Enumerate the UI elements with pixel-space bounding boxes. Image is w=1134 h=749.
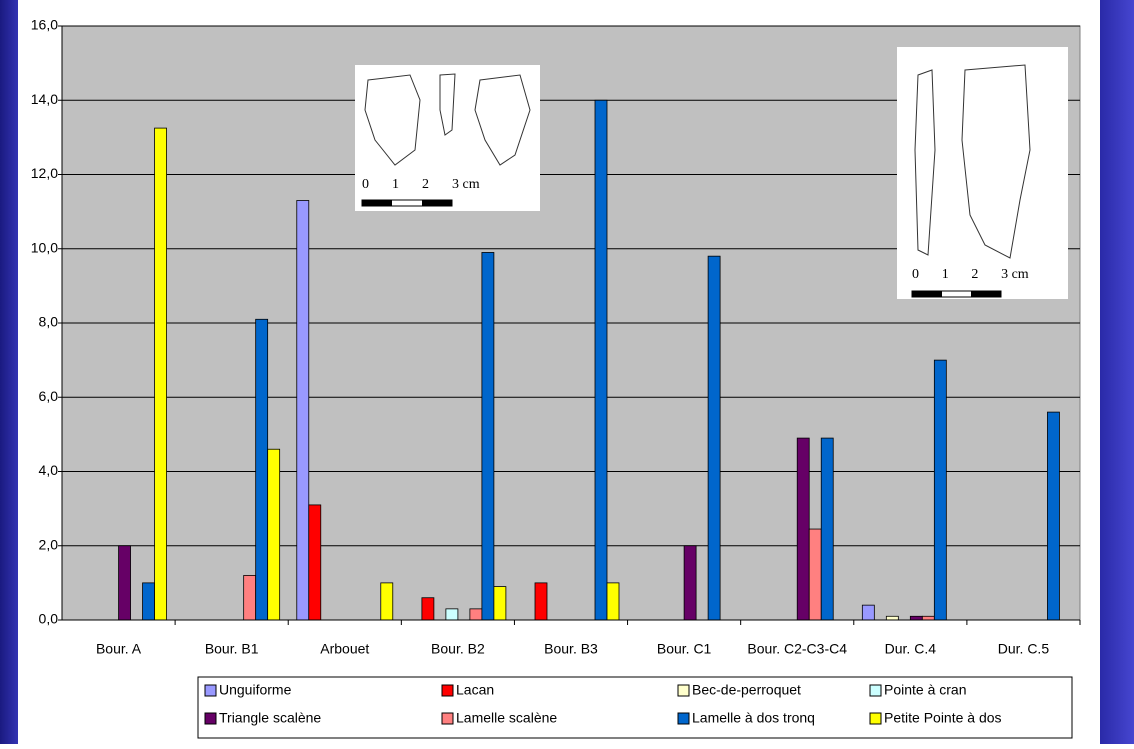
bar: [469, 608, 483, 621]
inset-2: [897, 47, 1068, 299]
legend-swatch: [869, 712, 882, 725]
bar: [885, 615, 899, 621]
bar: [380, 582, 394, 621]
scale-label: 1: [942, 267, 949, 282]
y-tick-label: 10,0: [31, 239, 58, 255]
x-tick-label: Bour. B2: [431, 641, 485, 657]
y-tick-label: 2,0: [39, 536, 59, 552]
scale-label: 2: [971, 267, 978, 282]
bar: [154, 127, 167, 621]
bar: [683, 545, 697, 621]
bar: [445, 608, 459, 621]
bar: [808, 528, 822, 621]
bar: [296, 200, 310, 621]
bar: [594, 99, 608, 621]
legend-label: Triangle scalène: [219, 710, 321, 726]
x-tick-label: Arbouet: [320, 641, 369, 657]
scale-label: 3 cm: [452, 177, 480, 192]
bar: [421, 597, 435, 621]
scale-label: 0: [912, 267, 919, 282]
bar: [118, 545, 131, 621]
scale-label: 3 cm: [1001, 267, 1029, 282]
y-tick-label: 6,0: [39, 388, 59, 404]
bar: [481, 252, 495, 621]
legend-label: Pointe à cran: [884, 682, 967, 698]
bar: [909, 615, 923, 621]
bar: [534, 582, 548, 621]
left-border: [0, 0, 18, 744]
legend-label: Petite Pointe à dos: [884, 710, 1002, 726]
x-tick-label: Bour. B3: [544, 641, 598, 657]
bar: [820, 437, 834, 621]
right-border: [1100, 0, 1134, 744]
legend-swatch: [204, 684, 217, 697]
bar: [606, 582, 620, 621]
legend-swatch: [869, 684, 882, 697]
bar: [921, 615, 935, 621]
bar: [707, 255, 721, 621]
legend-label: Unguiforme: [219, 682, 292, 698]
bar: [493, 586, 507, 621]
y-tick-label: 12,0: [31, 165, 58, 181]
legend-label: Lacan: [456, 682, 494, 698]
inset-1: [355, 65, 540, 211]
legend-swatch: [441, 684, 454, 697]
legend-swatch: [204, 712, 217, 725]
bar: [1047, 411, 1060, 621]
bar: [933, 359, 947, 621]
bar: [796, 437, 810, 621]
legend-swatch: [677, 684, 690, 697]
y-tick-label: 14,0: [31, 91, 58, 107]
y-tick-label: 0,0: [39, 611, 59, 627]
bar: [861, 604, 875, 621]
bar: [308, 504, 322, 621]
x-tick-label: Bour. C2-C3-C4: [747, 641, 847, 657]
scale-label: 0: [362, 177, 369, 192]
legend-label: Lamelle scalène: [456, 710, 557, 726]
legend: [197, 676, 1073, 739]
y-tick-label: 16,0: [31, 17, 58, 33]
bar: [243, 575, 257, 621]
x-tick-label: Bour. A: [96, 641, 142, 657]
legend-swatch: [441, 712, 454, 725]
legend-label: Lamelle à dos tronq: [692, 710, 815, 726]
legend-swatch: [677, 712, 690, 725]
scale-label: 1: [392, 177, 399, 192]
legend-label: Bec-de-perroquet: [692, 682, 801, 698]
bar: [255, 318, 269, 621]
x-tick-label: Dur. C.4: [885, 641, 937, 657]
x-tick-label: Dur. C.5: [998, 641, 1050, 657]
bar: [142, 582, 155, 621]
x-tick-label: Bour. C1: [657, 641, 712, 657]
y-tick-label: 4,0: [39, 462, 59, 478]
x-tick-label: Bour. B1: [205, 641, 259, 657]
scale-label: 2: [422, 177, 429, 192]
bar: [267, 448, 281, 621]
y-tick-label: 8,0: [39, 314, 59, 330]
